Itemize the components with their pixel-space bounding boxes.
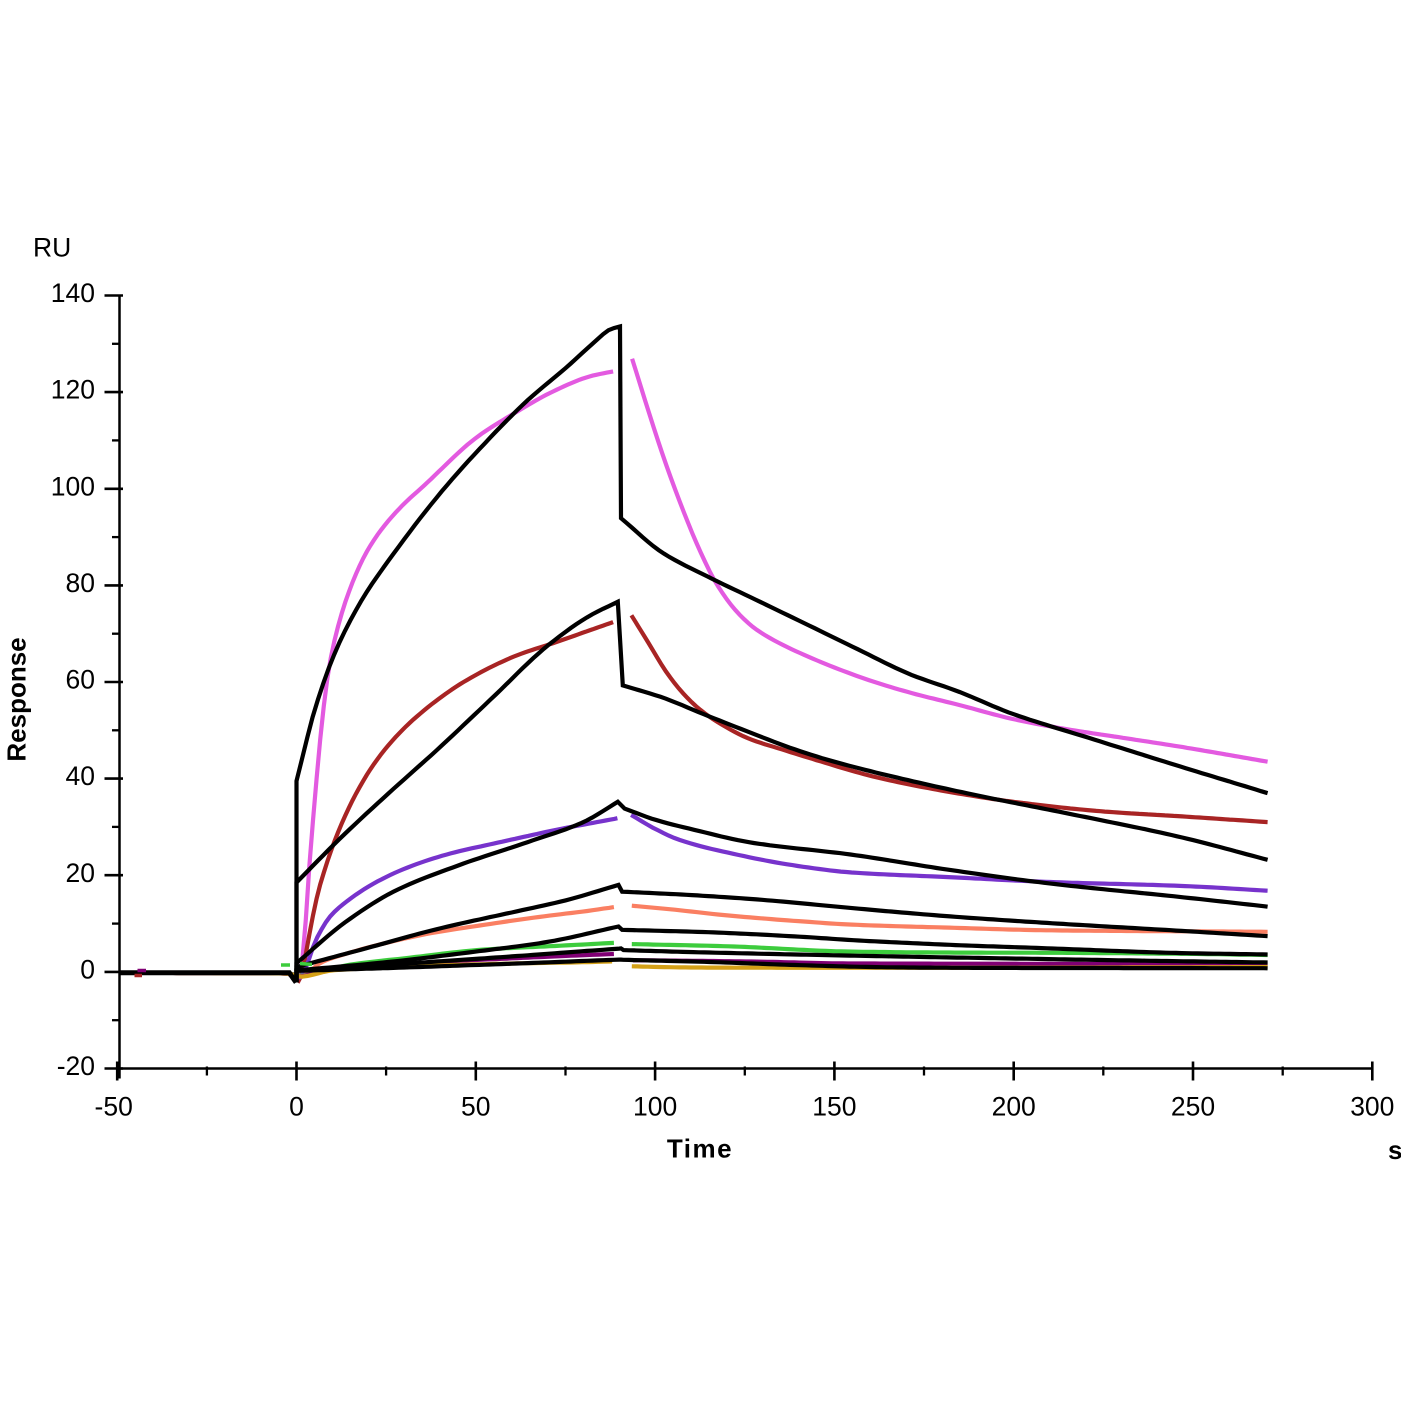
svg-text:150: 150 (812, 1092, 856, 1122)
svg-text:40: 40 (66, 761, 95, 791)
svg-text:50: 50 (461, 1092, 490, 1122)
svg-text:60: 60 (66, 665, 95, 695)
svg-text:-20: -20 (57, 1051, 95, 1081)
svg-text:120: 120 (51, 375, 95, 405)
svg-text:20: 20 (66, 858, 95, 888)
svg-text:0: 0 (80, 954, 95, 984)
svg-text:-50: -50 (95, 1092, 133, 1122)
svg-text:140: 140 (51, 278, 95, 308)
svg-text:100: 100 (633, 1092, 677, 1122)
svg-text:RU: RU (33, 233, 71, 263)
svg-text:200: 200 (992, 1092, 1036, 1122)
svg-text:300: 300 (1350, 1092, 1394, 1122)
svg-text:100: 100 (51, 471, 95, 501)
svg-text:s: s (1388, 1135, 1401, 1165)
svg-text:Time: Time (667, 1134, 733, 1164)
svg-text:0: 0 (289, 1092, 304, 1122)
svg-text:80: 80 (66, 568, 95, 598)
svg-text:Response: Response (2, 637, 32, 761)
svg-text:250: 250 (1171, 1092, 1215, 1122)
